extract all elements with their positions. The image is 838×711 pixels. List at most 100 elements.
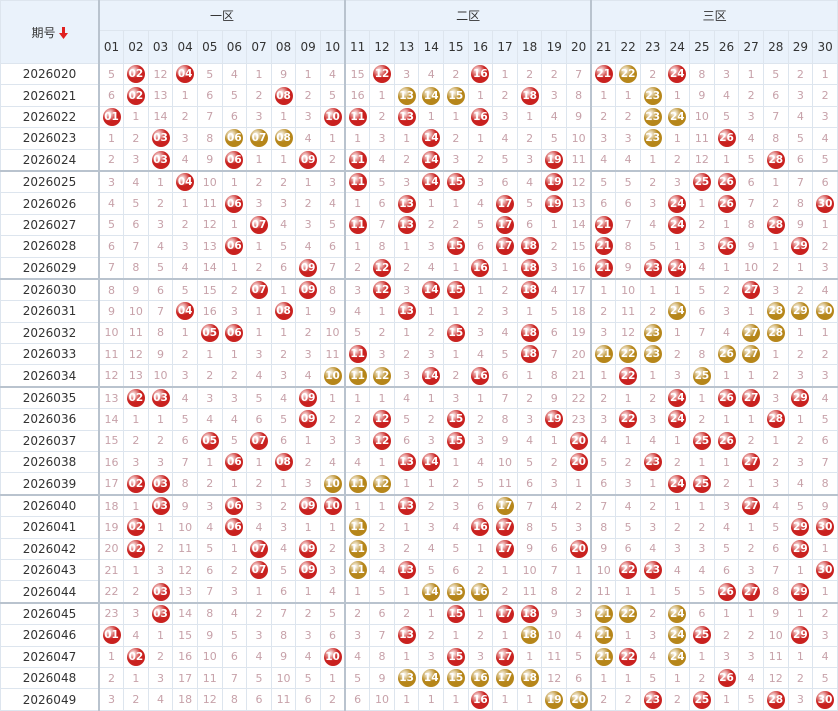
cell: 30 bbox=[812, 300, 838, 323]
cell: 11 bbox=[344, 558, 371, 582]
ball: 18 bbox=[520, 323, 539, 342]
cell: 13 bbox=[393, 105, 420, 129]
ball: 29 bbox=[791, 389, 810, 408]
cell: 26 bbox=[713, 235, 740, 258]
miss-count: 3 bbox=[501, 304, 509, 318]
miss-count: 14 bbox=[153, 110, 168, 124]
miss-count: 2 bbox=[108, 671, 116, 685]
miss-count: 3 bbox=[747, 563, 755, 577]
cell: 1 bbox=[713, 213, 740, 237]
cell: 04 bbox=[172, 169, 198, 194]
ball: 16 bbox=[471, 366, 490, 385]
cell: 3 bbox=[393, 169, 420, 194]
cell: 1 bbox=[689, 493, 715, 518]
cell: 2 bbox=[270, 169, 297, 194]
cell: 4 bbox=[738, 666, 764, 690]
miss-count: 2 bbox=[501, 89, 509, 103]
cell: 3 bbox=[516, 148, 543, 172]
cell: 3 bbox=[246, 493, 272, 518]
miss-count: 7 bbox=[526, 499, 534, 513]
miss-count: 11 bbox=[202, 671, 217, 685]
cell: 1 bbox=[246, 148, 272, 172]
miss-count: 1 bbox=[747, 369, 755, 383]
miss-count: 4 bbox=[723, 89, 731, 103]
miss-count: 1 bbox=[403, 239, 411, 253]
cell: 6 bbox=[98, 84, 125, 107]
cell: 1 bbox=[418, 385, 445, 410]
miss-count: 3 bbox=[575, 520, 583, 534]
draw-row: 2026022 01 1 14 2 7 6 3 1 3 10 11 2 13 1 1 16 3 1 4 9 2 2 23 24 1… bbox=[0, 105, 838, 129]
cell: 29 bbox=[787, 624, 814, 647]
miss-count: 2 bbox=[452, 131, 460, 145]
cell: 26 bbox=[713, 127, 740, 150]
miss-count: 5 bbox=[550, 131, 558, 145]
miss-count: 9 bbox=[772, 607, 780, 621]
cell: 2 bbox=[123, 429, 149, 453]
cell: 8 bbox=[172, 472, 198, 496]
cell: 4 bbox=[295, 645, 321, 668]
miss-count: 2 bbox=[108, 153, 116, 167]
cell: 9 bbox=[147, 343, 174, 366]
cell: 16 bbox=[172, 645, 198, 668]
cell: 17 bbox=[492, 192, 518, 215]
cell: 5 bbox=[172, 408, 198, 431]
cell: 15 bbox=[98, 429, 125, 453]
cell: 1 bbox=[467, 385, 494, 410]
cell: 11 bbox=[172, 537, 198, 560]
miss-count: 10 bbox=[768, 628, 783, 642]
number-header: 26 bbox=[713, 30, 740, 64]
miss-count: 23 bbox=[571, 412, 586, 426]
miss-count: 3 bbox=[772, 477, 780, 491]
miss-count: 2 bbox=[181, 347, 189, 361]
ball: 07 bbox=[249, 431, 268, 450]
miss-count: 1 bbox=[624, 391, 632, 405]
miss-count: 5 bbox=[304, 671, 312, 685]
cell: 13 bbox=[393, 666, 420, 690]
ball: 19 bbox=[545, 690, 564, 709]
ball: 23 bbox=[643, 107, 662, 126]
miss-count: 1 bbox=[772, 175, 780, 189]
period: 2026028 bbox=[0, 235, 100, 258]
miss-count: 4 bbox=[354, 650, 362, 664]
miss-count: 2 bbox=[624, 693, 632, 707]
miss-count: 3 bbox=[723, 67, 731, 81]
cell: 14 bbox=[418, 364, 445, 388]
cell: 3 bbox=[196, 493, 223, 518]
cell: 1 bbox=[541, 213, 568, 237]
miss-count: 6 bbox=[550, 326, 558, 340]
cell: 10 bbox=[689, 105, 715, 129]
cell: 18 bbox=[516, 235, 543, 258]
cell: 5 bbox=[295, 666, 321, 690]
cell: 10 bbox=[98, 321, 125, 345]
ball: 27 bbox=[742, 453, 761, 472]
ball: 26 bbox=[717, 129, 736, 148]
miss-count: 8 bbox=[206, 607, 214, 621]
miss-count: 5 bbox=[181, 412, 189, 426]
period: 2026043 bbox=[0, 558, 100, 582]
cell: 5 bbox=[270, 408, 297, 431]
miss-count: 8 bbox=[108, 283, 116, 297]
period-header[interactable]: 期号 bbox=[0, 0, 100, 64]
cell: 24 bbox=[664, 408, 691, 431]
ball: 03 bbox=[151, 474, 170, 493]
miss-count: 2 bbox=[255, 261, 263, 275]
miss-count: 4 bbox=[600, 434, 608, 448]
ball: 15 bbox=[446, 431, 465, 450]
cell: 11 bbox=[541, 645, 568, 668]
period: 2026032 bbox=[0, 321, 100, 345]
ball: 02 bbox=[126, 389, 145, 408]
cell: 4 bbox=[615, 148, 641, 172]
miss-count: 5 bbox=[550, 304, 558, 318]
cell: 4 bbox=[246, 645, 272, 668]
cell: 3 bbox=[639, 624, 666, 647]
miss-count: 2 bbox=[304, 197, 312, 211]
cell: 3 bbox=[664, 364, 691, 388]
cell: 16 bbox=[467, 256, 494, 280]
cell: 2 bbox=[516, 385, 543, 410]
cell: 6 bbox=[541, 321, 568, 345]
ball: 18 bbox=[520, 669, 539, 688]
miss-count: 1 bbox=[747, 520, 755, 534]
cell: 07 bbox=[246, 213, 272, 237]
miss-count: 2 bbox=[821, 239, 829, 253]
miss-count: 7 bbox=[157, 304, 165, 318]
